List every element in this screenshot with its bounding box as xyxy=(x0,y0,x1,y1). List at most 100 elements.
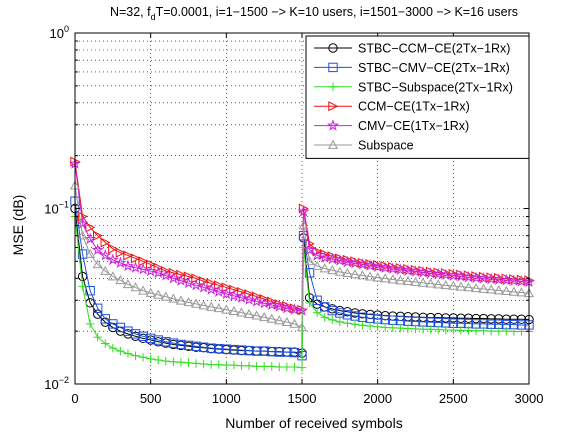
data-point xyxy=(365,271,376,281)
x-axis-label: Number of received symbols xyxy=(225,415,402,431)
data-point xyxy=(99,249,112,261)
data-point xyxy=(456,326,466,335)
data-point xyxy=(335,317,345,327)
data-point xyxy=(402,276,413,286)
data-point xyxy=(297,363,307,372)
x-tick-label: 3000 xyxy=(515,391,544,406)
data-point xyxy=(478,283,489,293)
data-point xyxy=(168,293,179,303)
data-point xyxy=(116,346,125,356)
legend-entry: STBC−CCM−CE(2Tx−1Rx) xyxy=(314,42,510,56)
legend-marker xyxy=(326,119,340,131)
data-point xyxy=(190,278,203,291)
data-point xyxy=(282,347,292,357)
data-point xyxy=(508,286,519,296)
data-point xyxy=(410,276,421,286)
data-point xyxy=(212,285,225,298)
data-point xyxy=(432,267,445,280)
data-point xyxy=(486,314,496,324)
data-point xyxy=(312,295,322,305)
data-point xyxy=(509,314,519,324)
legend-label: STBC−CMV−CE(2Tx−1Rx) xyxy=(358,61,510,75)
y-tick-label: 100 xyxy=(50,24,69,41)
data-point xyxy=(138,331,148,341)
data-point xyxy=(106,253,119,265)
data-point xyxy=(93,230,104,241)
data-point xyxy=(214,360,223,369)
data-point xyxy=(267,362,276,371)
data-point xyxy=(439,268,452,281)
data-point xyxy=(176,339,186,350)
data-point xyxy=(221,304,232,314)
data-point xyxy=(492,273,505,285)
data-point xyxy=(121,259,135,272)
data-point xyxy=(425,278,436,288)
data-point xyxy=(280,301,293,314)
data-point xyxy=(130,253,141,264)
data-point xyxy=(479,326,488,335)
data-point xyxy=(259,362,269,371)
data-point xyxy=(440,280,451,290)
data-point xyxy=(320,313,329,322)
y-tick-label: 10−1 xyxy=(44,200,69,217)
data-point xyxy=(101,339,110,348)
data-point xyxy=(131,351,140,360)
data-point xyxy=(266,313,277,323)
data-point xyxy=(274,315,285,325)
data-point xyxy=(372,272,383,282)
data-point xyxy=(251,310,262,320)
data-point xyxy=(213,303,224,313)
data-point xyxy=(175,295,186,305)
data-point xyxy=(371,260,384,273)
data-point xyxy=(486,284,497,294)
data-point xyxy=(100,265,111,275)
data-point xyxy=(319,263,330,273)
legend-entry: Subspace xyxy=(314,139,414,153)
data-point xyxy=(304,268,315,278)
legend-marker xyxy=(328,82,338,91)
data-point xyxy=(350,320,360,329)
data-point xyxy=(290,362,299,372)
data-point xyxy=(258,297,271,309)
data-point xyxy=(320,302,330,312)
legend-marker xyxy=(328,101,339,112)
data-point xyxy=(502,326,511,336)
data-point xyxy=(242,293,256,305)
legend-box xyxy=(305,35,530,159)
data-point xyxy=(182,276,195,289)
x-tick-label: 1000 xyxy=(212,391,241,406)
data-point xyxy=(448,280,459,290)
data-point xyxy=(349,269,361,279)
data-point xyxy=(85,248,96,258)
data-point xyxy=(509,327,519,336)
data-point xyxy=(77,230,88,240)
data-point xyxy=(463,313,474,323)
data-point xyxy=(303,243,316,256)
data-point xyxy=(298,220,309,230)
x-tick-label: 500 xyxy=(140,391,162,406)
data-point xyxy=(334,266,345,276)
data-point xyxy=(259,346,269,356)
data-point xyxy=(93,332,102,342)
data-point xyxy=(373,322,382,331)
data-point xyxy=(486,326,496,336)
data-point xyxy=(328,315,337,325)
data-point xyxy=(174,274,187,286)
data-point xyxy=(401,264,414,276)
data-point xyxy=(333,254,346,266)
data-point xyxy=(100,237,111,248)
data-point xyxy=(130,329,141,339)
data-point xyxy=(221,344,232,354)
data-point xyxy=(84,232,97,245)
data-point xyxy=(441,325,450,335)
data-point xyxy=(418,277,429,287)
legend-marker xyxy=(328,62,338,73)
data-point xyxy=(267,346,277,357)
data-point xyxy=(477,272,490,284)
data-point xyxy=(357,270,368,280)
data-point xyxy=(449,325,458,335)
data-point xyxy=(409,265,422,277)
data-point xyxy=(77,249,88,259)
legend-entry: STBC−CMV−CE(2Tx−1Rx) xyxy=(314,61,510,75)
